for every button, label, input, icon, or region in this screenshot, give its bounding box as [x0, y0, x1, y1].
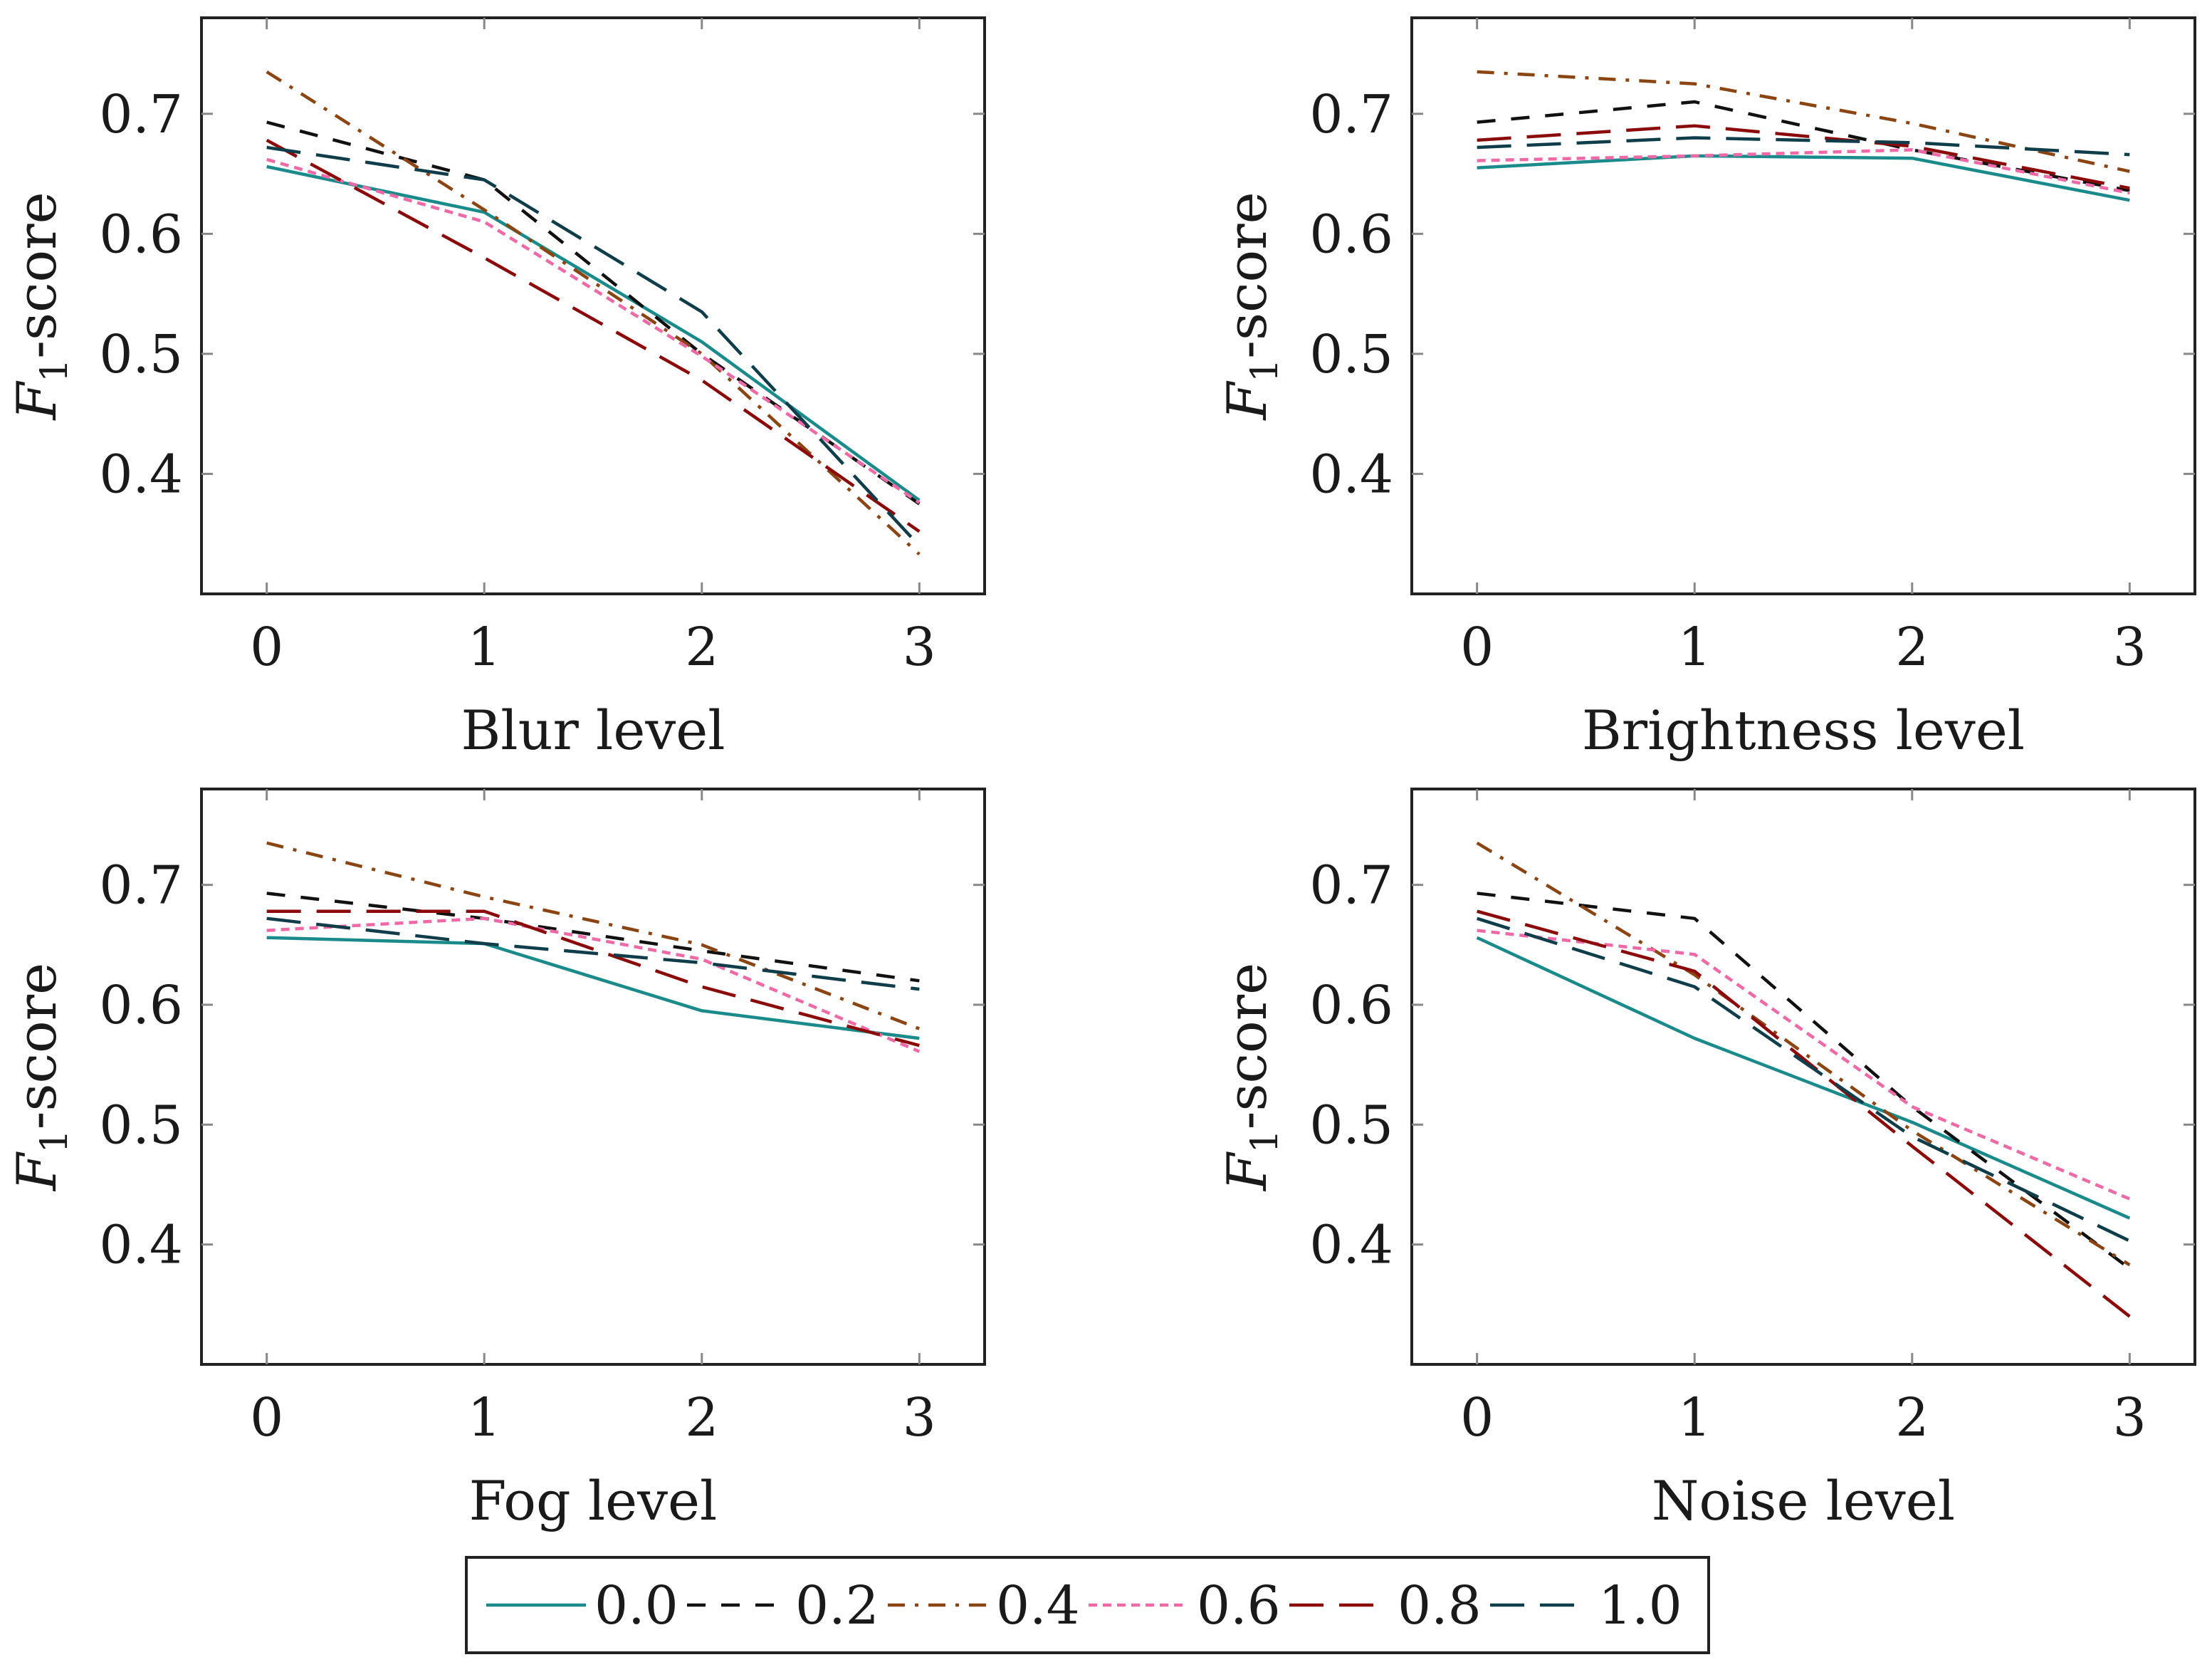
- series-line-0.8: [266, 909, 920, 1047]
- series-line-0.0: [1477, 154, 2130, 202]
- y-tick-label: 0.6: [1309, 975, 1393, 1036]
- panel-4: 0 1 2 3 0.4 0.5 0.6 0.7 Noise level F1-score: [1215, 788, 2196, 1532]
- y-tick-label: 0.4: [99, 444, 183, 505]
- y-tick-label: 0.5: [1309, 1094, 1393, 1156]
- series-line-0.8: [1477, 909, 2131, 1318]
- plot-frame: [200, 788, 986, 1366]
- legend: 0.0 0.2 0.4 0.6 0.8 1.0: [465, 1556, 1710, 1654]
- x-axis-label: Noise level: [1652, 1469, 1955, 1532]
- series-line-0.6: [266, 157, 921, 504]
- series-line-0.0: [266, 164, 921, 502]
- x-axis-label: Brightness level: [1582, 699, 2025, 762]
- x-tick-label: 1: [468, 1387, 501, 1448]
- series-line-0.6: [1477, 929, 2131, 1201]
- legend-label-0.6: 0.6: [1197, 1575, 1281, 1636]
- y-axis-label: F1-score: [5, 963, 76, 1192]
- y-tick-label: 0.7: [99, 855, 183, 916]
- series-line-0.4: [266, 841, 921, 1030]
- plot-frame: [1410, 788, 2196, 1366]
- y-tick-label: 0.6: [99, 975, 183, 1036]
- y-tick-label: 0.7: [1309, 855, 1393, 916]
- x-tick-label: 1: [468, 617, 501, 678]
- plot-frame: [1410, 16, 2196, 595]
- legend-label-0.2: 0.2: [795, 1575, 879, 1636]
- y-tick-label: 0.6: [1309, 204, 1393, 265]
- y-tick-label: 0.7: [99, 84, 183, 145]
- legend-label-0.4: 0.4: [996, 1575, 1080, 1636]
- y-tick-label: 0.5: [99, 324, 183, 385]
- series-line-0.4: [266, 70, 921, 556]
- y-axis-label: F1-score: [1215, 963, 1286, 1192]
- series-line-0.4: [1476, 841, 2131, 1267]
- x-tick-label: 3: [903, 1387, 936, 1448]
- series-line-0.8: [266, 138, 921, 533]
- x-tick-label: 0: [250, 617, 283, 678]
- y-tick-label: 0.5: [99, 1094, 183, 1156]
- series-line-0.2: [1477, 100, 2130, 192]
- x-tick-label: 0: [1460, 1387, 1494, 1448]
- x-tick-label: 3: [2113, 1387, 2147, 1448]
- legend-label-0.0: 0.0: [594, 1575, 678, 1636]
- y-axis-label: F1-score: [5, 192, 76, 421]
- series-line-1.0: [266, 916, 920, 991]
- series-line-0.2: [266, 892, 920, 983]
- x-axis-label: Blur level: [461, 699, 725, 762]
- y-tick-label: 0.4: [1309, 444, 1393, 505]
- panel-2: 0 1 2 3 0.4 0.5 0.6 0.7 Brightness level F1-score: [1215, 16, 2196, 762]
- series-line-0.4: [1477, 70, 2130, 173]
- panel-1: 0 1 2 3 0.4 0.5 0.6 0.7 Blur level F1-score: [5, 16, 986, 762]
- x-tick-label: 2: [685, 617, 718, 678]
- x-tick-label: 0: [1460, 617, 1494, 678]
- x-tick-label: 2: [1895, 1387, 1929, 1448]
- x-tick-label: 3: [2113, 617, 2147, 678]
- x-tick-label: 3: [903, 617, 936, 678]
- x-tick-label: 2: [685, 1387, 718, 1448]
- series-line-1.0: [1477, 136, 2130, 157]
- series-line-0.0: [266, 936, 920, 1040]
- y-tick-label: 0.5: [1309, 324, 1393, 385]
- legend-label-0.8: 0.8: [1398, 1575, 1482, 1636]
- y-tick-label: 0.7: [1309, 84, 1393, 145]
- series-line-0.8: [1477, 124, 2130, 190]
- x-tick-label: 2: [1895, 617, 1929, 678]
- series-line-1.0: [266, 145, 921, 548]
- series-line-0.2: [1477, 892, 2131, 1270]
- plot-frame: [200, 16, 986, 595]
- series-line-0.6: [266, 916, 921, 1053]
- x-tick-label: 1: [1678, 617, 1712, 678]
- y-axis-label: F1-score: [1215, 192, 1286, 421]
- x-tick-label: 1: [1678, 1387, 1712, 1448]
- x-tick-label: 0: [250, 1387, 283, 1448]
- y-tick-label: 0.4: [99, 1215, 183, 1276]
- series-line-0.0: [1476, 936, 2131, 1220]
- series-line-1.0: [1476, 916, 2131, 1243]
- y-tick-label: 0.4: [1309, 1215, 1393, 1276]
- series-line-0.2: [266, 120, 921, 506]
- y-tick-label: 0.6: [99, 204, 183, 265]
- panel-3: 0 1 2 3 0.4 0.5 0.6 0.7 Fog level F1-score: [5, 788, 986, 1532]
- x-axis-label: Fog level: [469, 1469, 718, 1532]
- legend-label-1.0: 1.0: [1598, 1575, 1682, 1636]
- series-line-0.6: [1477, 148, 2130, 195]
